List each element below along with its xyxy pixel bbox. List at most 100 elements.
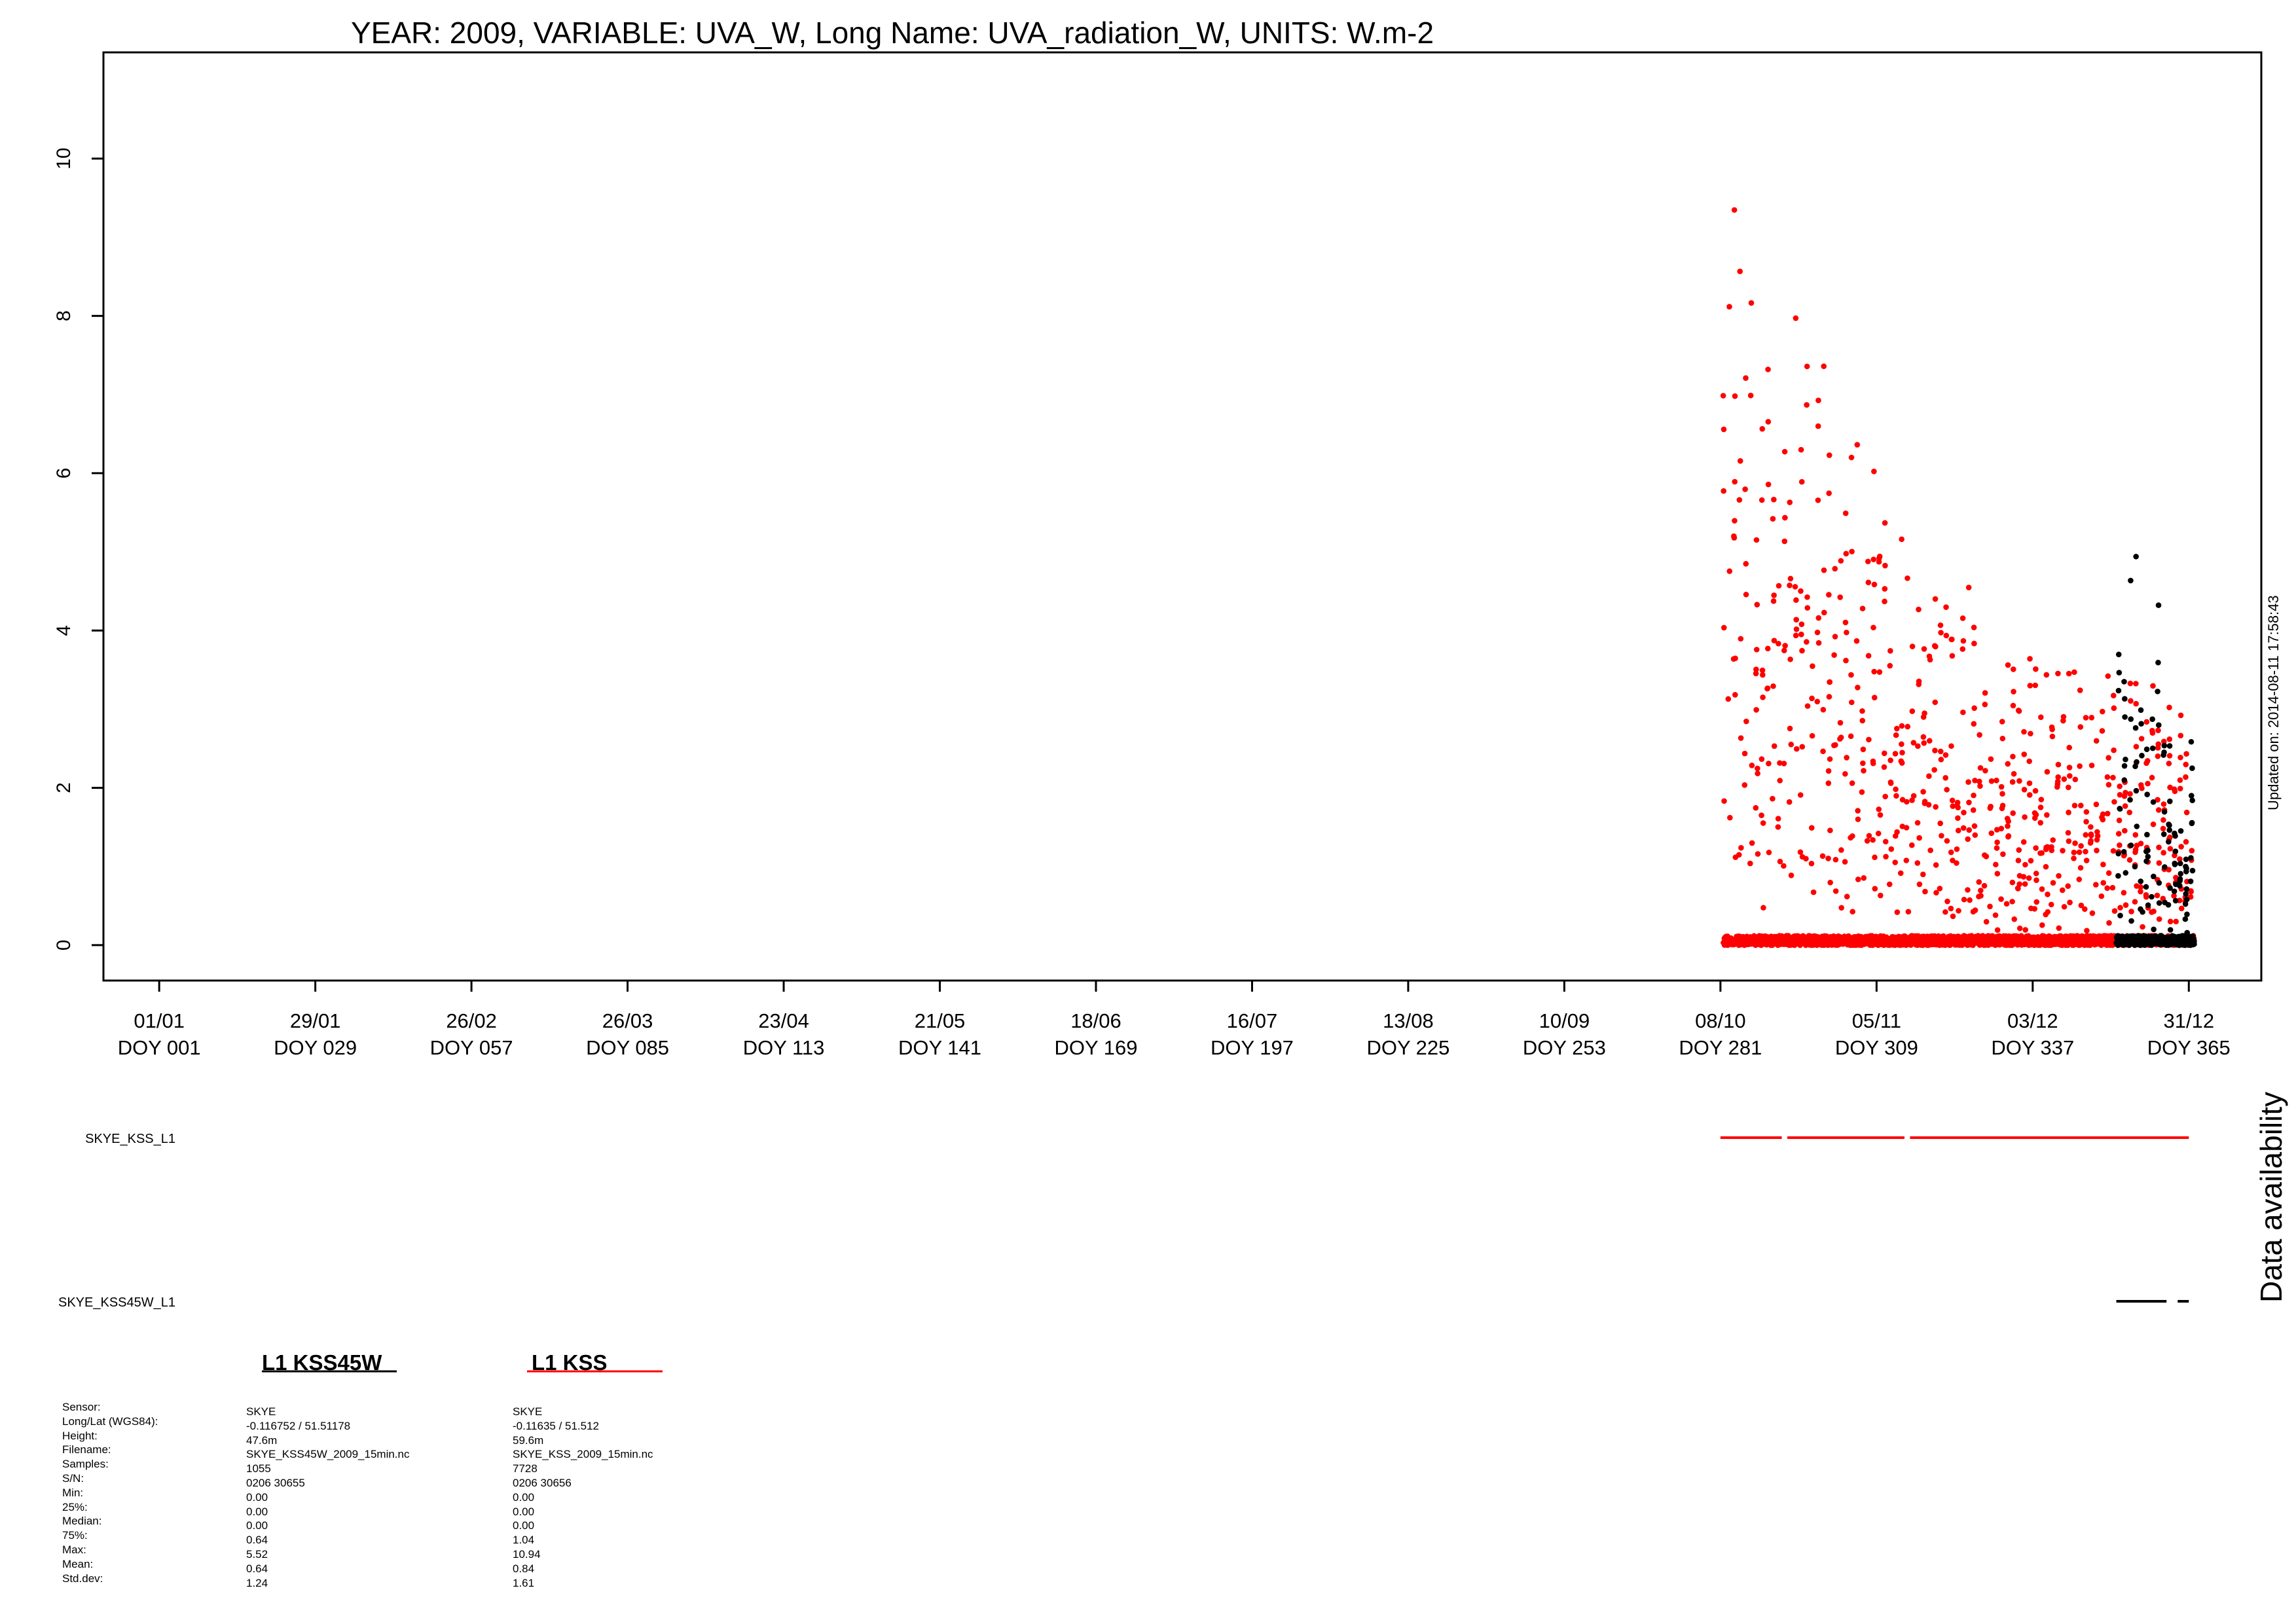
data-point — [2083, 809, 2090, 815]
data-point — [2138, 888, 2143, 895]
data-point — [2151, 873, 2157, 880]
data-point — [1721, 798, 1727, 804]
data-point — [2132, 846, 2139, 853]
data-point — [2183, 886, 2190, 892]
data-point — [1866, 736, 1872, 743]
data-point — [1815, 497, 1821, 503]
data-point — [2065, 829, 2071, 836]
data-point — [1721, 488, 1726, 494]
data-point — [2005, 761, 2011, 767]
data-point — [1732, 393, 1738, 399]
data-point — [1893, 786, 1899, 793]
data-point — [1859, 717, 1866, 724]
data-point — [1904, 723, 1911, 730]
data-point — [1922, 799, 1928, 804]
data-point — [2115, 651, 2122, 658]
data-point — [1732, 692, 1738, 698]
data-point — [1793, 315, 1799, 321]
legend: L1 KSS45W L1 KSS — [262, 1350, 663, 1375]
data-point — [1993, 861, 1999, 868]
data-point — [2128, 842, 2134, 848]
data-point — [1903, 825, 1910, 831]
data-point — [1776, 640, 1781, 647]
data-point — [2055, 774, 2062, 780]
data-point — [1920, 871, 1926, 878]
data-point — [1904, 575, 1910, 581]
data-point — [2177, 876, 2183, 882]
data-point — [2045, 909, 2051, 915]
data-point — [1948, 849, 1954, 856]
data-point — [1994, 845, 2000, 851]
data-point — [2149, 716, 2155, 722]
x-tick-doy: DOY 197 — [1211, 1036, 1294, 1059]
data-point — [1825, 856, 1831, 861]
data-point — [1983, 854, 1990, 859]
data-point — [2156, 916, 2162, 922]
data-point — [1972, 832, 1978, 839]
data-point — [2115, 850, 2121, 857]
data-point — [1959, 615, 1966, 621]
data-point — [2133, 744, 2140, 749]
data-point — [1914, 860, 1921, 866]
data-point — [1843, 657, 1849, 664]
data-point — [2056, 873, 2062, 879]
data-point — [1781, 863, 1787, 869]
data-point — [1892, 859, 1899, 865]
data-point — [1878, 892, 1884, 899]
data-point — [2188, 738, 2195, 745]
data-point — [1977, 732, 1982, 738]
data-point — [2010, 810, 2016, 816]
data-point — [1927, 847, 1933, 854]
data-point — [1747, 392, 1754, 399]
series-l1-kss — [1720, 207, 2197, 948]
data-point — [1736, 852, 1742, 858]
data-point — [1815, 397, 1821, 404]
data-point — [2083, 818, 2089, 825]
data-point — [1976, 879, 1982, 885]
data-point — [1781, 647, 1787, 654]
data-point — [1771, 743, 1777, 749]
data-point — [1931, 767, 1937, 773]
y-tick-label: 4 — [53, 625, 75, 636]
data-point — [2127, 797, 2133, 803]
data-point — [2076, 849, 2083, 856]
data-point — [2100, 816, 2106, 823]
data-point — [1998, 896, 2004, 902]
data-availability-panel: SKYE_KSS_L1 SKYE_KSS45W_L1 — [58, 1132, 2189, 1310]
data-point — [1770, 598, 1777, 604]
data-point — [2066, 838, 2072, 844]
data-point — [2009, 879, 2016, 886]
data-point — [1838, 734, 1844, 740]
data-point — [2015, 886, 2021, 892]
data-point — [1792, 584, 1798, 590]
data-point — [1910, 740, 1917, 746]
data-point — [2033, 812, 2039, 818]
data-point — [2183, 896, 2190, 903]
data-point — [1949, 653, 1956, 659]
data-point — [1759, 667, 1766, 674]
data-point — [2143, 884, 2149, 890]
data-point — [1848, 672, 1854, 678]
data-point — [2184, 911, 2190, 918]
data-point — [2089, 910, 2096, 916]
data-point — [1721, 624, 1727, 631]
data-point — [2043, 672, 2050, 678]
data-point — [1971, 705, 1977, 712]
data-point — [1948, 743, 1954, 749]
data-point — [1781, 761, 1787, 767]
data-point — [2122, 827, 2128, 834]
data-point — [2077, 865, 2084, 871]
data-point — [1927, 657, 1933, 663]
data-point — [2094, 847, 2100, 854]
data-point — [2121, 848, 2127, 855]
data-point — [1837, 594, 1843, 600]
data-point — [1720, 393, 1726, 399]
x-tick-date: 26/02 — [446, 1009, 497, 1032]
data-point — [1826, 592, 1832, 598]
data-point — [2105, 755, 2111, 761]
data-point — [2100, 861, 2106, 868]
data-point — [1882, 793, 1888, 800]
data-point — [1982, 768, 1988, 774]
data-point — [1992, 912, 1999, 918]
